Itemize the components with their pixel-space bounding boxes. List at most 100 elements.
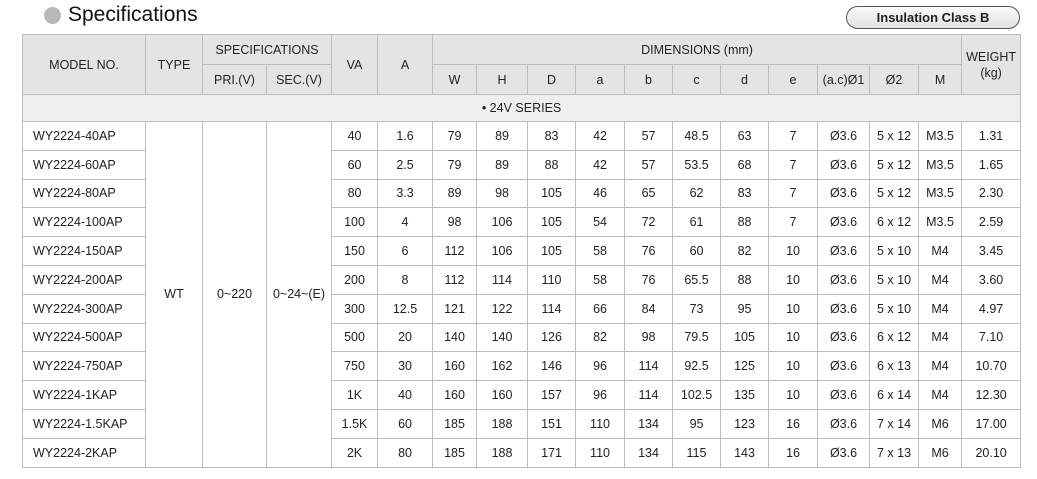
model-cell: WY2224-100AP (22, 207, 146, 238)
header-a: A (377, 34, 434, 95)
model-cell: WY2224-40AP (22, 121, 146, 151)
value-cell: 53.5 (672, 149, 722, 180)
header-dim-9: Ø2 (869, 64, 920, 95)
header-dim-5: c (672, 64, 722, 95)
value-cell: 79 (432, 149, 478, 180)
value-cell: Ø3.6 (817, 207, 871, 238)
value-cell: 46 (575, 178, 626, 209)
value-cell: 5 x 10 (869, 236, 920, 266)
value-cell: M6 (918, 437, 963, 468)
value-cell: 4 (377, 207, 434, 238)
table-row: WY2224-1.5KAP 1.5K 60 185 188 151 110 134 95 123 1… (22, 408, 1022, 439)
bullet-icon (44, 6, 61, 24)
header-va: VA (331, 34, 379, 95)
value-cell: 60 (331, 149, 379, 180)
value-cell: 60 (672, 236, 722, 266)
value-cell: 171 (527, 437, 577, 468)
value-cell: 150 (331, 236, 379, 266)
value-cell: 60 (377, 408, 434, 439)
value-cell: 12.30 (961, 380, 1022, 410)
value-cell: 300 (331, 293, 379, 324)
value-cell: 54 (575, 207, 626, 238)
value-cell: 105 (527, 236, 577, 266)
header-weight: WEIGHT (kg) (961, 34, 1022, 95)
value-cell: 114 (624, 351, 674, 382)
model-cell: WY2224-200AP (22, 264, 146, 295)
value-cell: 1K (331, 380, 379, 410)
value-cell: 73 (672, 293, 722, 324)
value-cell: 16 (768, 408, 819, 439)
value-cell: 105 (527, 207, 577, 238)
model-cell: WY2224-150AP (22, 236, 146, 266)
sec-cell: 0~24~(E) (265, 121, 333, 468)
value-cell: 40 (331, 121, 379, 151)
value-cell: 140 (476, 322, 529, 353)
value-cell: 10 (768, 236, 819, 266)
value-cell: 106 (476, 207, 529, 238)
value-cell: 146 (527, 351, 577, 382)
value-cell: 2.5 (377, 149, 434, 180)
value-cell: M6 (918, 408, 963, 439)
value-cell: 188 (476, 408, 529, 439)
value-cell: 112 (432, 264, 478, 295)
value-cell: 95 (720, 293, 770, 324)
model-cell: WY2224-2KAP (22, 437, 146, 468)
value-cell: 30 (377, 351, 434, 382)
value-cell: 125 (720, 351, 770, 382)
value-cell: Ø3.6 (817, 380, 871, 410)
value-cell: 7 (768, 207, 819, 238)
table-row: WY2224-60AP 60 2.5 79 89 88 42 57 53.5 68 7 Ø3.6 5 x… (22, 149, 1022, 180)
value-cell: 63 (720, 121, 770, 151)
value-cell: 143 (720, 437, 770, 468)
model-cell: WY2224-1.5KAP (22, 408, 146, 439)
header-dim-4: b (624, 64, 674, 95)
table-row: WY2224-300AP 300 12.5 121 122 114 66 84 73 95 10 Ø3… (22, 293, 1022, 324)
value-cell: 68 (720, 149, 770, 180)
value-cell: 65 (624, 178, 674, 209)
value-cell: M3.5 (918, 121, 963, 151)
value-cell: 105 (720, 322, 770, 353)
value-cell: 2.30 (961, 178, 1022, 209)
value-cell: 79.5 (672, 322, 722, 353)
value-cell: 185 (432, 437, 478, 468)
value-cell: 84 (624, 293, 674, 324)
value-cell: 20 (377, 322, 434, 353)
value-cell: 57 (624, 121, 674, 151)
value-cell: Ø3.6 (817, 149, 871, 180)
value-cell: 160 (432, 351, 478, 382)
value-cell: 10 (768, 380, 819, 410)
table-row: WY2224-40AP WT 0~220 0~24~(E) 40 1.6 79 89 83 42 5… (22, 121, 1022, 468)
value-cell: 123 (720, 408, 770, 439)
value-cell: 4.97 (961, 293, 1022, 324)
value-cell: 157 (527, 380, 577, 410)
value-cell: 82 (720, 236, 770, 266)
value-cell: 40 (377, 380, 434, 410)
value-cell: 58 (575, 236, 626, 266)
value-cell: 160 (432, 380, 478, 410)
header-model: MODEL NO. (22, 34, 146, 95)
value-cell: 7.10 (961, 322, 1022, 353)
value-cell: Ø3.6 (817, 293, 871, 324)
value-cell: 7 x 13 (869, 437, 920, 468)
header-dim-6: d (720, 64, 770, 95)
insulation-class-badge: Insulation Class B (846, 6, 1020, 29)
value-cell: 20.10 (961, 437, 1022, 468)
value-cell: Ø3.6 (817, 408, 871, 439)
value-cell: 2.59 (961, 207, 1022, 238)
header-specifications: SPECIFICATIONS (201, 34, 333, 65)
header-dim-10: M (918, 64, 963, 95)
table-row: WY2224-750AP 750 30 160 162 146 96 114 92.5 125 10… (22, 351, 1022, 382)
value-cell: 17.00 (961, 408, 1022, 439)
value-cell: 110 (575, 408, 626, 439)
value-cell: 114 (527, 293, 577, 324)
value-cell: M4 (918, 380, 963, 410)
value-cell: 96 (575, 351, 626, 382)
type-cell: WT (145, 121, 203, 468)
value-cell: 65.5 (672, 264, 722, 295)
value-cell: 122 (476, 293, 529, 324)
model-cell: WY2224-80AP (22, 178, 146, 209)
value-cell: 1.6 (377, 121, 434, 151)
value-cell: 80 (377, 437, 434, 468)
header-sec: SEC.(V) (265, 64, 333, 95)
value-cell: Ø3.6 (817, 264, 871, 295)
